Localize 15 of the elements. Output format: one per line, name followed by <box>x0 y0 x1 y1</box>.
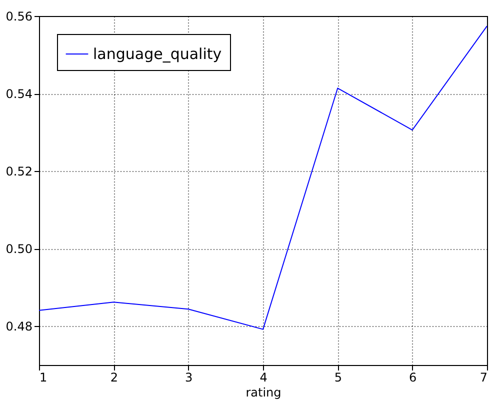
legend-label: language_quality <box>93 45 222 63</box>
x-tick-label: 2 <box>110 370 118 384</box>
x-tick-label: 4 <box>260 370 268 384</box>
y-tick-label: 0.50 <box>6 242 32 256</box>
y-tick-label: 0.52 <box>6 164 32 179</box>
y-tick-label: 0.54 <box>6 87 32 102</box>
x-tick-label: 3 <box>185 370 193 384</box>
x-tick-label: 6 <box>409 370 417 384</box>
x-tick-label: 5 <box>334 370 342 384</box>
y-tick-label: 0.56 <box>6 10 32 24</box>
x-axis-title: rating <box>246 386 282 400</box>
y-tick-label: 0.48 <box>6 320 32 334</box>
line-series <box>38 26 488 330</box>
x-tick-label: 1 <box>40 370 48 384</box>
x-tick-label: 7 <box>480 370 488 384</box>
